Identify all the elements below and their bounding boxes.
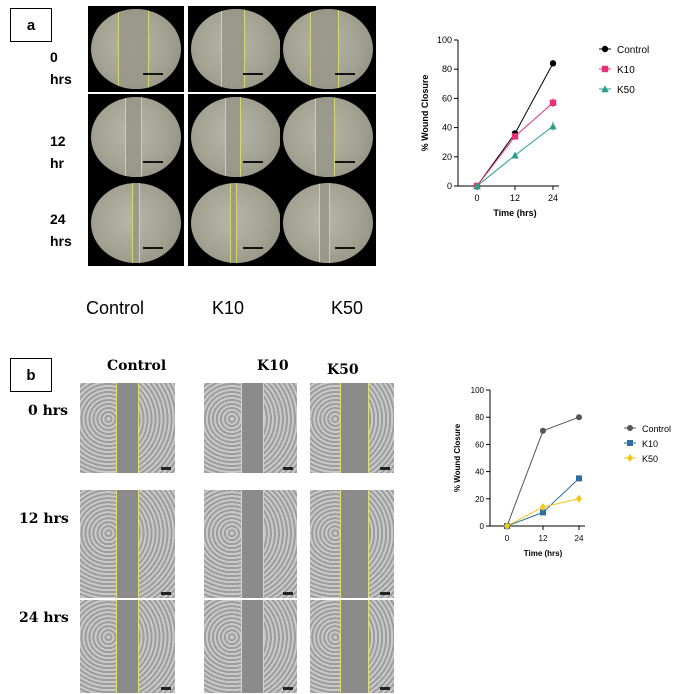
micrograph-a-r0-c0 [88, 6, 184, 92]
chart-b-legend-label-k10: K10 [642, 439, 658, 449]
chart-a-legend-marker-k50 [601, 85, 609, 93]
chart-a-point-k10-12 [511, 133, 519, 140]
chart-a-point-k50-24 [549, 122, 557, 130]
chart-a-legend-marker-k10 [601, 65, 609, 73]
panel-b-tag: b [10, 358, 52, 392]
micrograph-b-r2-c1 [204, 600, 297, 693]
chart-a-ylabel: % Wound Closure [420, 75, 430, 152]
chart-b-point-k10-12 [540, 509, 546, 516]
micrograph-a-r1-c2 [280, 94, 376, 180]
panel-a-col-k10: K10 [212, 298, 245, 318]
panel-b-col-control: Control [107, 358, 167, 374]
chart-a-point-k10-24 [549, 99, 557, 106]
chart-a-xlabel: Time (hrs) [493, 208, 536, 218]
micrograph-a-r1-c0 [88, 94, 184, 180]
micrograph-b-r1-c1 [204, 490, 297, 598]
chart-a-ytick-label-60: 60 [442, 93, 452, 103]
chart-a-legend-marker-control [601, 45, 609, 53]
chart-a-point-k50-12 [511, 151, 519, 159]
chart-a-legend-label-k50: K50 [617, 85, 635, 96]
chart-b-ytick-label-100: 100 [471, 386, 485, 395]
panel-a-col-control: Control [86, 298, 145, 318]
chart-b-legend-marker-control [627, 425, 633, 431]
chart-b-xtick-label-24: 24 [575, 534, 584, 543]
panel-b-col-k50: K50 [327, 362, 359, 378]
chart-b-legend-label-control: Control [642, 424, 671, 434]
chart-a-line-k10 [476, 102, 554, 187]
micrograph-b-r1-c2 [310, 490, 394, 598]
chart-a-ytick-label-0: 0 [447, 181, 452, 191]
chart-b-line-k10 [506, 478, 580, 527]
chart-a-ytick-label-20: 20 [442, 152, 452, 162]
chart-a-point-control-24 [549, 60, 557, 67]
chart-b-point-k50-0 [504, 522, 510, 530]
chart-a-line-control [476, 63, 554, 187]
chart-a-ytick-label-100: 100 [437, 35, 452, 45]
panel-a-tag: a [10, 8, 52, 42]
chart-b-legend-label-k50: K50 [642, 454, 658, 464]
chart-a-ytick-label-40: 40 [442, 123, 452, 133]
panel-a-row-24: 24 hrs [50, 211, 72, 249]
panel-a-col-k50: K50 [331, 298, 364, 318]
chart-b-ytick-label-0: 0 [480, 522, 485, 531]
panel-b-col-k10: K10 [257, 358, 289, 374]
micrograph-a-r2-c0 [88, 180, 184, 266]
micrograph-b-r2-c0 [80, 600, 175, 693]
chart-b-ytick-label-20: 20 [475, 495, 484, 504]
micrograph-a-r0-c1 [188, 6, 284, 92]
chart-b-legend-marker-k10 [627, 440, 633, 446]
chart-a-ytick-label-80: 80 [442, 64, 452, 74]
chart-b-xtick-label-12: 12 [539, 534, 548, 543]
micrograph-a-r1-c1 [188, 94, 284, 180]
panel-b-chart: 0 20 40 60 80 100 0 12 24 Time (hrs) % Wound Closu… [453, 386, 671, 558]
chart-a-xtick-label-12: 12 [510, 193, 520, 203]
chart-a-xtick-label-0: 0 [474, 193, 479, 203]
chart-b-ytick-label-40: 40 [475, 468, 484, 477]
micrograph-b-r0-c2 [310, 383, 394, 473]
chart-b-point-control-24 [576, 414, 582, 421]
micrograph-b-r2-c2 [310, 600, 394, 693]
panel-a-row-0: 0 hrs [50, 49, 72, 87]
panel-a-chart: 0 20 40 60 80 100 0 12 24 Time (hrs) % Wound Closu… [420, 35, 649, 218]
chart-b-ytick-label-80: 80 [475, 413, 484, 422]
panel-a-row-12: 12 hr [50, 133, 66, 171]
chart-a-xtick-label-24: 24 [548, 193, 558, 203]
chart-b-point-k10-24 [576, 475, 582, 482]
panel-b-row-12: 12 hrs [19, 511, 69, 527]
chart-b-xlabel: Time (hrs) [524, 549, 563, 558]
micrograph-a-r0-c2 [280, 6, 376, 92]
micrograph-b-r0-c0 [80, 383, 175, 473]
chart-a-point-k50-0 [473, 182, 481, 190]
chart-b-xtick-label-0: 0 [505, 534, 510, 543]
chart-b-ylabel: % Wound Closure [453, 423, 462, 492]
micrograph-a-r2-c1 [188, 180, 284, 266]
chart-b-point-control-12 [540, 427, 546, 434]
micrograph-b-r1-c0 [80, 490, 175, 598]
chart-b-ytick-label-60: 60 [475, 440, 484, 449]
micrograph-b-r0-c1 [204, 383, 297, 473]
panel-b-row-0: 0 hrs [28, 403, 69, 419]
panel-b-row-24: 24 hrs [19, 610, 69, 626]
chart-a-legend-label-k10: K10 [617, 65, 635, 76]
chart-a-legend-label-control: Control [617, 45, 649, 56]
chart-b-legend-marker-k50 [627, 454, 633, 462]
micrograph-a-r2-c2 [280, 180, 376, 266]
chart-b-point-k50-24 [576, 494, 582, 503]
